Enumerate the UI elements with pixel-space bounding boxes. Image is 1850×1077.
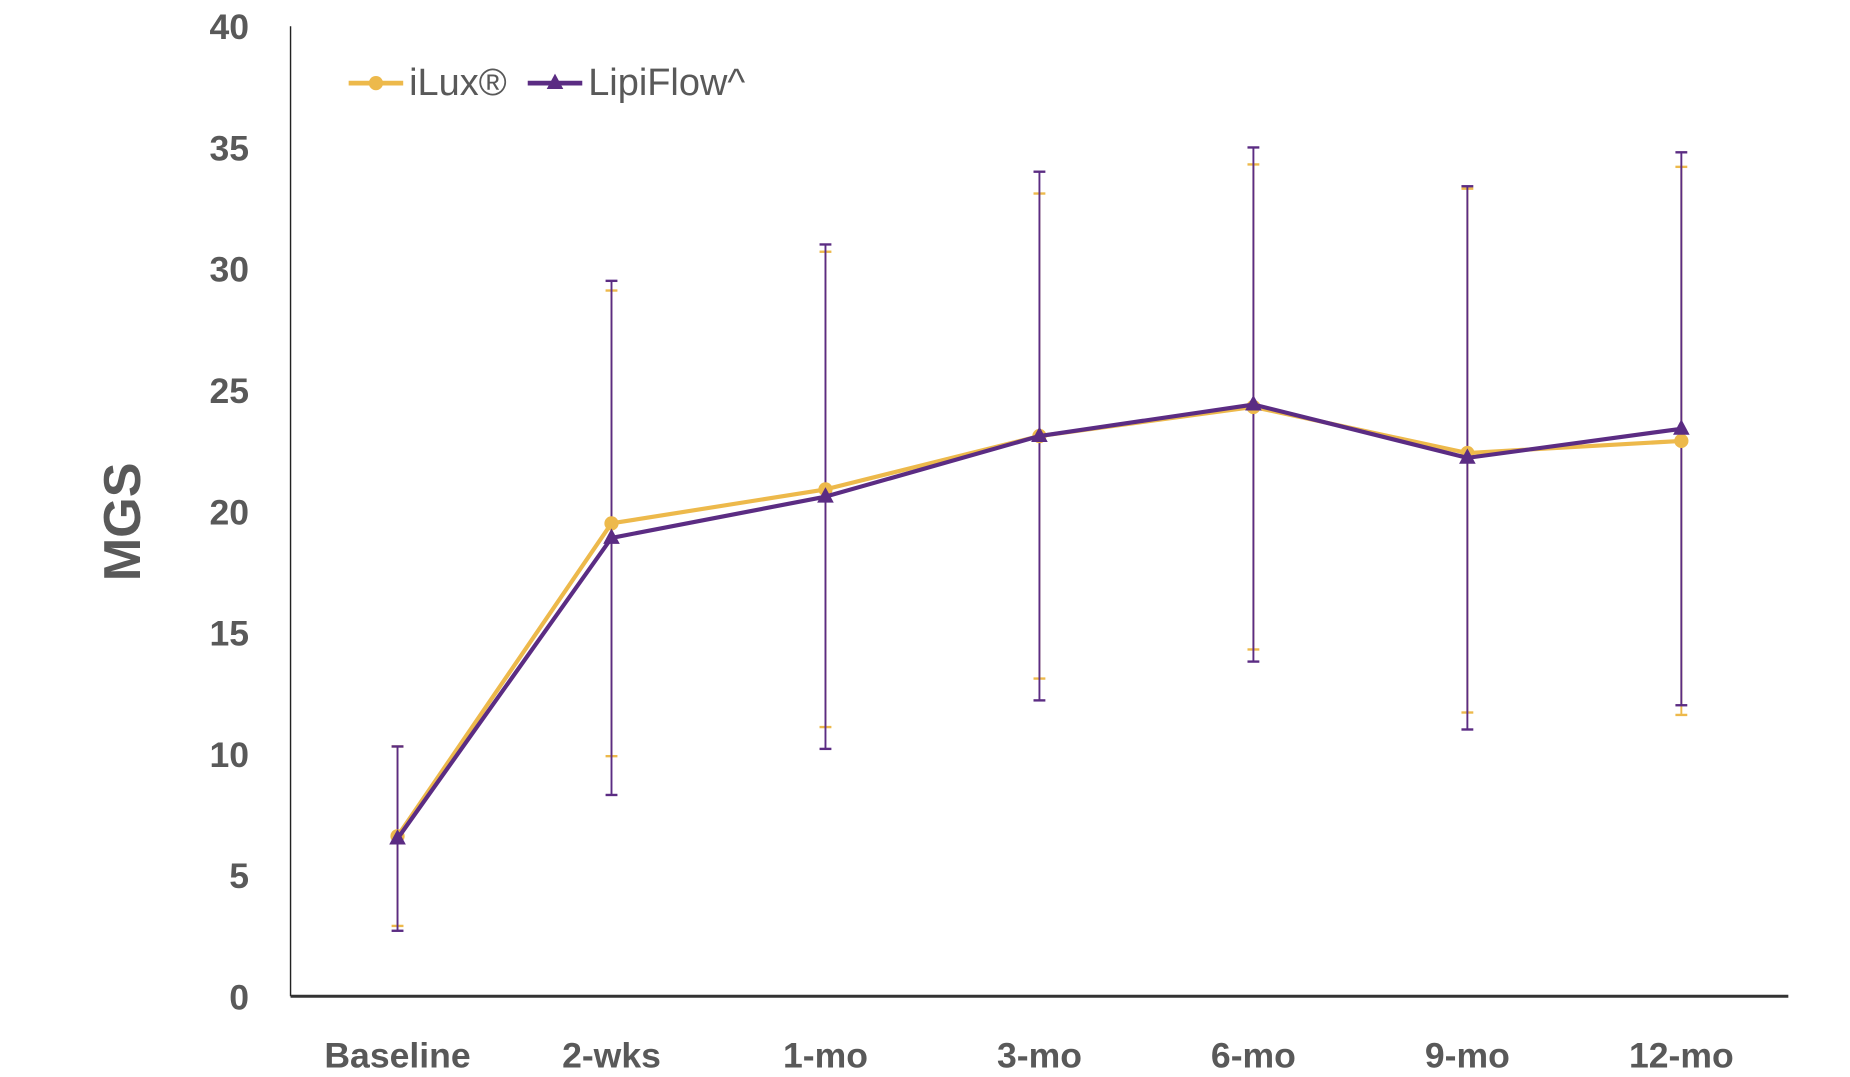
y-tick-label: 40 — [209, 7, 249, 47]
x-tick-label: 2-wks — [562, 1035, 661, 1075]
data-point — [1031, 426, 1048, 442]
y-tick-label: 20 — [209, 492, 249, 532]
y-tick-label: 25 — [209, 371, 249, 411]
x-tick-label: Baseline — [324, 1035, 470, 1075]
legend-label-lipiflow: LipiFlow^ — [588, 62, 745, 104]
x-axis-ticks: Baseline 2-wks 1-mo 3-mo 6-mo 9-mo 12-mo — [324, 1035, 1733, 1075]
series-lines — [389, 395, 1690, 845]
error-bars — [391, 146, 1688, 932]
y-tick-label: 5 — [229, 856, 249, 896]
legend-item-lipiflow: LipiFlow^ — [527, 62, 745, 104]
x-tick-label: 12-mo — [1629, 1035, 1734, 1075]
y-tick-label: 30 — [209, 250, 249, 290]
y-axis-ticks: 0 5 10 15 20 25 30 35 40 — [209, 7, 249, 1017]
y-tick-label: 15 — [209, 614, 249, 654]
data-point — [1674, 433, 1689, 449]
y-tick-label: 35 — [209, 128, 249, 168]
data-point — [603, 528, 620, 544]
y-tick-label: 0 — [229, 977, 249, 1017]
x-tick-label: 1-mo — [783, 1035, 868, 1075]
data-point — [1459, 448, 1476, 464]
y-tick-label: 10 — [209, 735, 249, 775]
data-point — [817, 487, 834, 503]
legend: iLux® LipiFlow^ — [348, 62, 745, 104]
y-axis-label: MGS — [94, 462, 152, 581]
x-tick-label: 3-mo — [997, 1035, 1082, 1075]
x-tick-label: 9-mo — [1425, 1035, 1510, 1075]
legend-circle-marker-icon — [368, 76, 384, 91]
x-tick-label: 6-mo — [1211, 1035, 1296, 1075]
legend-label-ilux: iLux® — [409, 62, 507, 104]
data-point — [1673, 419, 1690, 435]
legend-triangle-marker-icon — [546, 73, 564, 90]
data-point — [389, 829, 406, 845]
legend-item-ilux: iLux® — [348, 62, 507, 104]
data-point — [604, 516, 619, 531]
data-point — [1245, 395, 1262, 411]
